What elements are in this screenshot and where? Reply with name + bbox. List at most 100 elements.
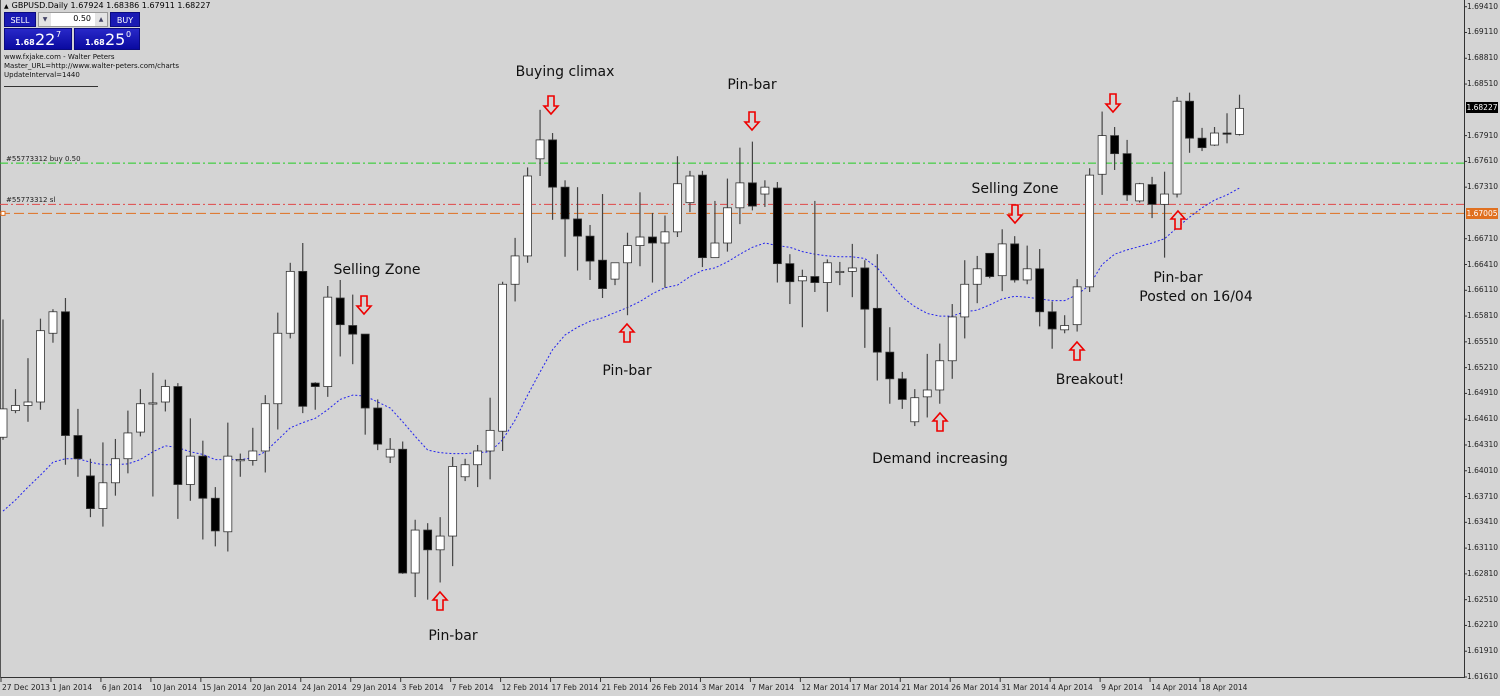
date-tick-label: 10 Jan 2014 xyxy=(151,683,197,692)
candle-body-bear xyxy=(897,378,907,400)
arrow-up-icon xyxy=(931,411,949,432)
buy-button[interactable]: BUY xyxy=(110,12,140,27)
candle-body-bull xyxy=(410,529,420,574)
candle xyxy=(148,372,158,497)
candle xyxy=(1122,139,1132,201)
candle xyxy=(997,229,1007,292)
price-tick-label: 1.63410 xyxy=(1467,517,1499,527)
candle xyxy=(460,458,470,482)
candle-body-bull xyxy=(735,182,745,209)
candle xyxy=(1210,127,1219,146)
candle-body-bull xyxy=(248,450,258,461)
lot-size-input[interactable]: ▼ 0.50 ▲ xyxy=(38,12,108,27)
sell-button[interactable]: SELL xyxy=(4,12,36,27)
candle-body-bear xyxy=(872,307,882,353)
candle-body-bull xyxy=(36,330,45,403)
candle-body-bear xyxy=(198,455,208,499)
arrow-up-icon xyxy=(618,322,636,343)
candle-body-bear xyxy=(860,267,870,310)
candle xyxy=(73,408,83,477)
date-tick-label: 3 Feb 2014 xyxy=(401,683,444,692)
candle-body-bear xyxy=(585,235,595,262)
candle-body-bear xyxy=(985,252,995,277)
lot-value[interactable]: 0.50 xyxy=(73,14,91,23)
candle-body-bull xyxy=(473,450,483,466)
price-tick-label: 1.65810 xyxy=(1467,311,1499,321)
candle xyxy=(523,167,532,263)
arrow-down-icon xyxy=(743,111,761,132)
candle xyxy=(473,444,483,488)
candle xyxy=(1010,236,1020,283)
candle xyxy=(1160,171,1169,258)
candle xyxy=(947,304,957,379)
date-tick-label: 17 Feb 2014 xyxy=(551,683,599,692)
price-tick-label: 1.62210 xyxy=(1467,620,1499,630)
candle xyxy=(86,458,95,518)
candle xyxy=(972,255,982,304)
sell-quote[interactable]: 1.68 22 7 xyxy=(4,28,72,50)
candle-body-bull xyxy=(1235,107,1244,135)
candle-body-bear xyxy=(73,435,83,460)
annotation-posted: Posted on 16/04 xyxy=(1139,289,1253,305)
lot-decrease-icon[interactable]: ▼ xyxy=(39,13,51,26)
candle-body-bull xyxy=(710,242,720,259)
candle-body-bull xyxy=(760,186,770,195)
arrow-down-icon xyxy=(355,295,373,316)
candle xyxy=(1185,92,1194,153)
candle xyxy=(98,442,108,527)
arrow-up-icon xyxy=(431,590,449,611)
candle xyxy=(847,243,857,298)
date-tick-label: 21 Mar 2014 xyxy=(901,683,949,692)
candle xyxy=(698,170,707,268)
lot-increase-icon[interactable]: ▲ xyxy=(95,13,107,26)
candle-body-bear xyxy=(648,236,657,244)
candle xyxy=(273,312,283,430)
candle-body-bull xyxy=(1085,174,1095,288)
arrow-down-icon xyxy=(542,95,560,116)
symbol-ohlc: GBPUSD.Daily 1.67924 1.68386 1.67911 1.6… xyxy=(11,1,211,10)
candle xyxy=(323,285,333,397)
date-tick-label: 26 Mar 2014 xyxy=(951,683,999,692)
candle-body-bull xyxy=(623,245,632,264)
candle xyxy=(960,260,970,339)
date-tick-label: 26 Feb 2014 xyxy=(651,683,699,692)
buy-quote[interactable]: 1.68 25 0 xyxy=(74,28,140,50)
candle-body-bear xyxy=(1222,132,1232,135)
orange-level-tag: 1.67005 xyxy=(1466,208,1498,219)
collapse-triangle-icon[interactable]: ▲ xyxy=(4,3,9,10)
candle-body-bull xyxy=(1160,193,1169,205)
date-tick-label: 31 Mar 2014 xyxy=(1001,683,1049,692)
candle-body-bear xyxy=(548,139,557,188)
candle xyxy=(398,441,408,574)
candle-body-bull xyxy=(835,270,845,273)
candle xyxy=(685,170,695,213)
candle-body-bull xyxy=(947,316,957,362)
candle xyxy=(298,243,308,414)
candle-body-bear xyxy=(810,276,820,283)
date-tick-label: 15 Jan 2014 xyxy=(201,683,247,692)
candle xyxy=(373,399,383,451)
moving-average-line xyxy=(2,187,1240,512)
buy-order-label: #55773312 buy 0.50 xyxy=(6,155,81,163)
date-tick-label: 24 Jan 2014 xyxy=(301,683,347,692)
price-tick-label: 1.67310 xyxy=(1467,182,1499,192)
candle xyxy=(935,343,945,404)
date-tick-label: 3 Mar 2014 xyxy=(701,683,745,692)
candle-body-bull xyxy=(935,360,945,391)
candle xyxy=(498,281,508,451)
date-tick-label: 27 Dec 2013 xyxy=(2,683,50,692)
price-tick-label: 1.68810 xyxy=(1467,53,1499,63)
candle-body-bull xyxy=(972,268,982,285)
candle-body-bull xyxy=(685,175,695,204)
candle xyxy=(410,519,420,598)
candle-body-bull xyxy=(11,405,20,411)
candle-body-bear xyxy=(398,448,408,574)
candle-body-bull xyxy=(23,401,33,406)
candle xyxy=(1197,127,1207,152)
candle-body-bull xyxy=(111,458,120,484)
candle xyxy=(748,141,757,211)
candle-body-bull xyxy=(535,139,545,160)
price-tick-label: 1.63710 xyxy=(1467,491,1499,501)
sell-quote-prefix: 1.68 xyxy=(15,38,35,47)
